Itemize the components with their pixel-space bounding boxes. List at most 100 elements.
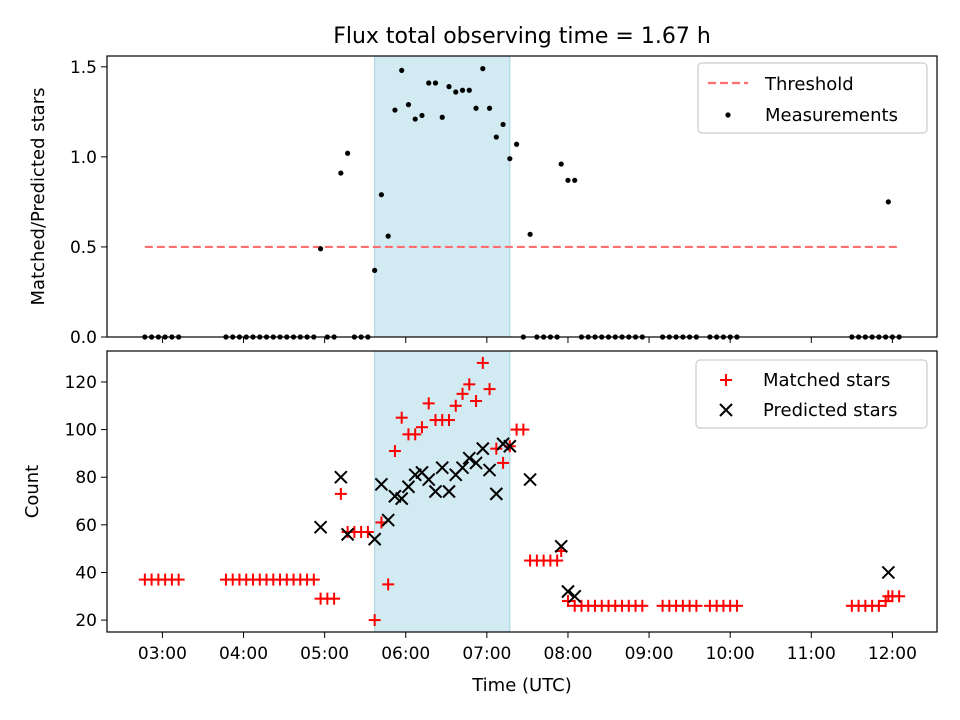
- measurement-point: [385, 233, 391, 239]
- x-tick-label: 08:00: [543, 644, 592, 664]
- predicted-marker-stroke-b: [489, 487, 504, 501]
- matched-star-marker: [872, 599, 885, 612]
- predicted-star-marker: [554, 539, 568, 553]
- legend-predicted-label: Predicted stars: [763, 400, 897, 421]
- x-tick-label: 04:00: [219, 644, 268, 664]
- y-tick-label: 80: [75, 468, 97, 488]
- bottom-y-axis-label: Count: [22, 465, 43, 518]
- predicted-star-marker: [469, 456, 483, 470]
- matched-star-marker: [551, 554, 564, 567]
- predicted-marker-stroke-b: [415, 465, 429, 480]
- predicted-star-marker: [476, 441, 490, 456]
- observing-interval-shade: [374, 351, 510, 632]
- predicted-star-marker: [422, 472, 436, 487]
- x-tick-label: 10:00: [706, 644, 755, 664]
- predicted-star-marker: [568, 589, 582, 603]
- y-tick-label: 60: [75, 516, 97, 536]
- measurement-point: [885, 199, 891, 205]
- measurement-point: [513, 141, 520, 147]
- measurement-point: [432, 80, 439, 86]
- predicted-star-marker: [401, 480, 416, 494]
- y-tick-label: 0.5: [70, 238, 97, 258]
- predicted-marker-stroke-b: [428, 484, 443, 499]
- measurement-point: [480, 66, 486, 72]
- measurement-point: [378, 192, 385, 198]
- x-tick-label: 09:00: [625, 644, 674, 664]
- matched-star-marker: [456, 387, 469, 400]
- x-axis-label: Time (UTC): [471, 675, 572, 696]
- matched-star-marker: [636, 599, 649, 612]
- matched-star-marker: [449, 399, 462, 412]
- measurement-point: [345, 150, 351, 156]
- predicted-star-marker: [334, 470, 348, 484]
- chart-title: Flux total observing time = 1.67 h: [333, 24, 711, 49]
- predicted-marker-stroke-b: [381, 513, 395, 527]
- predicted-marker-stroke-b: [568, 589, 582, 603]
- measurement-point: [486, 105, 493, 111]
- x-tick-label: 12:00: [868, 644, 917, 664]
- matched-star-marker: [497, 456, 510, 469]
- measurement-point: [399, 67, 405, 74]
- y-tick-label: 100: [65, 421, 97, 441]
- matched-star-marker: [483, 383, 496, 396]
- predicted-star-marker: [503, 439, 517, 453]
- matched-star-marker: [893, 590, 906, 603]
- observing-interval-shade: [374, 56, 510, 337]
- predicted-marker-stroke-b: [388, 489, 402, 503]
- measurement-point: [317, 246, 324, 252]
- measurement-point: [459, 87, 466, 93]
- predicted-marker-stroke-b: [401, 480, 416, 494]
- measurement-point: [405, 102, 412, 108]
- matched-star-marker: [361, 525, 374, 538]
- predicted-marker-stroke-b: [503, 439, 517, 453]
- measurement-point: [439, 114, 445, 120]
- matched-star-marker: [395, 411, 408, 424]
- predicted-star-marker: [381, 513, 395, 527]
- y-tick-label: 1.5: [70, 58, 97, 78]
- predicted-marker-stroke-b: [374, 477, 389, 492]
- x-tick-label: 03:00: [138, 644, 187, 664]
- legend-measurements-label: Measurements: [765, 105, 898, 126]
- predicted-star-marker: [489, 487, 504, 501]
- matched-star-marker: [368, 614, 381, 627]
- measurement-point: [500, 121, 506, 128]
- predicted-marker-stroke-b: [435, 460, 449, 475]
- legend-threshold-label: Threshold: [764, 74, 854, 95]
- predicted-marker-stroke-b: [554, 539, 568, 553]
- predicted-star-marker: [881, 565, 896, 580]
- matched-star-marker: [307, 573, 320, 586]
- matched-star-marker: [422, 397, 435, 410]
- predicted-star-marker: [435, 460, 449, 475]
- plot-frame: [106, 350, 938, 633]
- top-plot-area: 0.0 0.5 1.0 1.5: [70, 55, 938, 348]
- measurement-point: [572, 177, 578, 183]
- measurement-point: [507, 156, 513, 162]
- predicted-marker-stroke-b: [462, 451, 476, 465]
- matched-star-marker: [388, 445, 401, 458]
- predicted-marker-stroke-b: [442, 484, 456, 499]
- matched-star-marker: [334, 487, 347, 500]
- measurement-point: [392, 107, 398, 113]
- matched-star-marker: [382, 578, 395, 591]
- predicted-marker-stroke-b: [313, 520, 328, 534]
- matched-star-marker: [561, 595, 574, 608]
- matched-star-marker: [443, 414, 456, 427]
- top-panel: 0.0 0.5 1.0 1.5 Matched/Predicted stars Thr…: [28, 55, 938, 348]
- legend-matched-swatch: [720, 374, 732, 386]
- matched-star-marker: [415, 421, 428, 434]
- measurement-point: [426, 80, 432, 86]
- y-tick-label: 0.0: [70, 328, 97, 348]
- predicted-star-marker: [561, 584, 575, 599]
- bottom-legend: Matched stars Predicted stars: [695, 359, 928, 429]
- measurement-point: [527, 231, 533, 237]
- matched-star-marker: [476, 356, 489, 369]
- predicted-marker-stroke-b: [482, 463, 497, 477]
- legend-predicted-swatch: [719, 403, 733, 417]
- measurement-point: [453, 89, 459, 95]
- y-tick-label: 1.0: [70, 148, 97, 168]
- measurement-point: [493, 134, 499, 140]
- measurement-point: [446, 84, 452, 90]
- measurement-point: [419, 112, 425, 119]
- y-tick-label: 20: [75, 611, 97, 631]
- bottom-panel: 20 40 60 80 100 120 03:00 04:00 05:00 06:00 07:00 0…: [22, 350, 938, 696]
